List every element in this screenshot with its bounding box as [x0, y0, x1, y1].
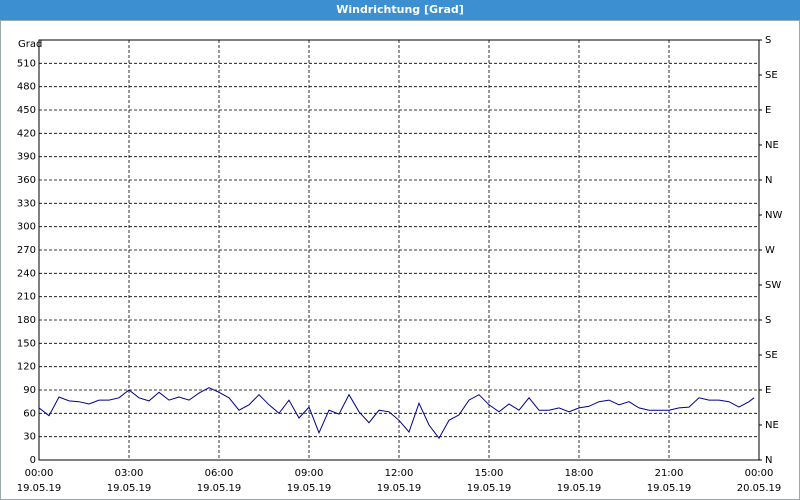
- x-tick-label: 06:00 19.05.19: [196, 468, 242, 494]
- y2-tick-label: S: [765, 35, 771, 46]
- y-tick-label: 330: [17, 198, 36, 209]
- y-tick-label: 270: [17, 245, 36, 256]
- y2-tick-label: N: [765, 455, 772, 466]
- x-tick-label: 00:00 19.05.19: [16, 468, 62, 494]
- y-tick-label: 420: [17, 128, 36, 139]
- x-tick-label: 18:00 19.05.19: [556, 468, 602, 494]
- y-tick-label: 0: [30, 455, 36, 466]
- y2-tick-label: SE: [765, 70, 778, 81]
- x-tick-label: 00:00 20.05.19: [736, 468, 782, 494]
- y2-tick-label: W: [765, 245, 775, 256]
- y-tick-label: 480: [17, 82, 36, 93]
- window-frame: [0, 20, 800, 500]
- x-tick-label: 21:00 19.05.19: [646, 468, 692, 494]
- x-tick-label: 15:00 19.05.19: [466, 468, 512, 494]
- y2-tick-label: E: [765, 105, 771, 116]
- y-tick-label: 30: [23, 432, 36, 443]
- y-tick-label: 300: [17, 222, 36, 233]
- y-tick-label: 60: [23, 408, 36, 419]
- y-tick-label: 390: [17, 152, 36, 163]
- y2-tick-label: NW: [765, 210, 782, 221]
- x-tick-label: 12:00 19.05.19: [376, 468, 422, 494]
- x-tick-label: 03:00 19.05.19: [106, 468, 152, 494]
- y-tick-label: 240: [17, 268, 36, 279]
- y2-tick-label: E: [765, 385, 771, 396]
- y-tick-label: 90: [23, 385, 36, 396]
- title-bar: Windrichtung [Grad]: [0, 0, 800, 20]
- y2-tick-label: SE: [765, 350, 778, 361]
- y2-tick-label: N: [765, 175, 772, 186]
- y2-tick-label: NE: [765, 140, 779, 151]
- y2-tick-label: NE: [765, 420, 779, 431]
- y-tick-label: 150: [17, 338, 36, 349]
- y2-tick-label: SW: [765, 280, 781, 291]
- y2-tick-label: S: [765, 315, 771, 326]
- plot-frame: [38, 39, 760, 461]
- y-tick-label: 210: [17, 292, 36, 303]
- y-tick-label: 120: [17, 362, 36, 373]
- y-tick-label: 360: [17, 175, 36, 186]
- y-tick-label: 510: [17, 58, 36, 69]
- y-axis-label: Grad: [18, 39, 42, 50]
- y-tick-label: 180: [17, 315, 36, 326]
- x-tick-label: 09:00 19.05.19: [286, 468, 332, 494]
- y-tick-label: 450: [17, 105, 36, 116]
- data-line: [38, 387, 755, 440]
